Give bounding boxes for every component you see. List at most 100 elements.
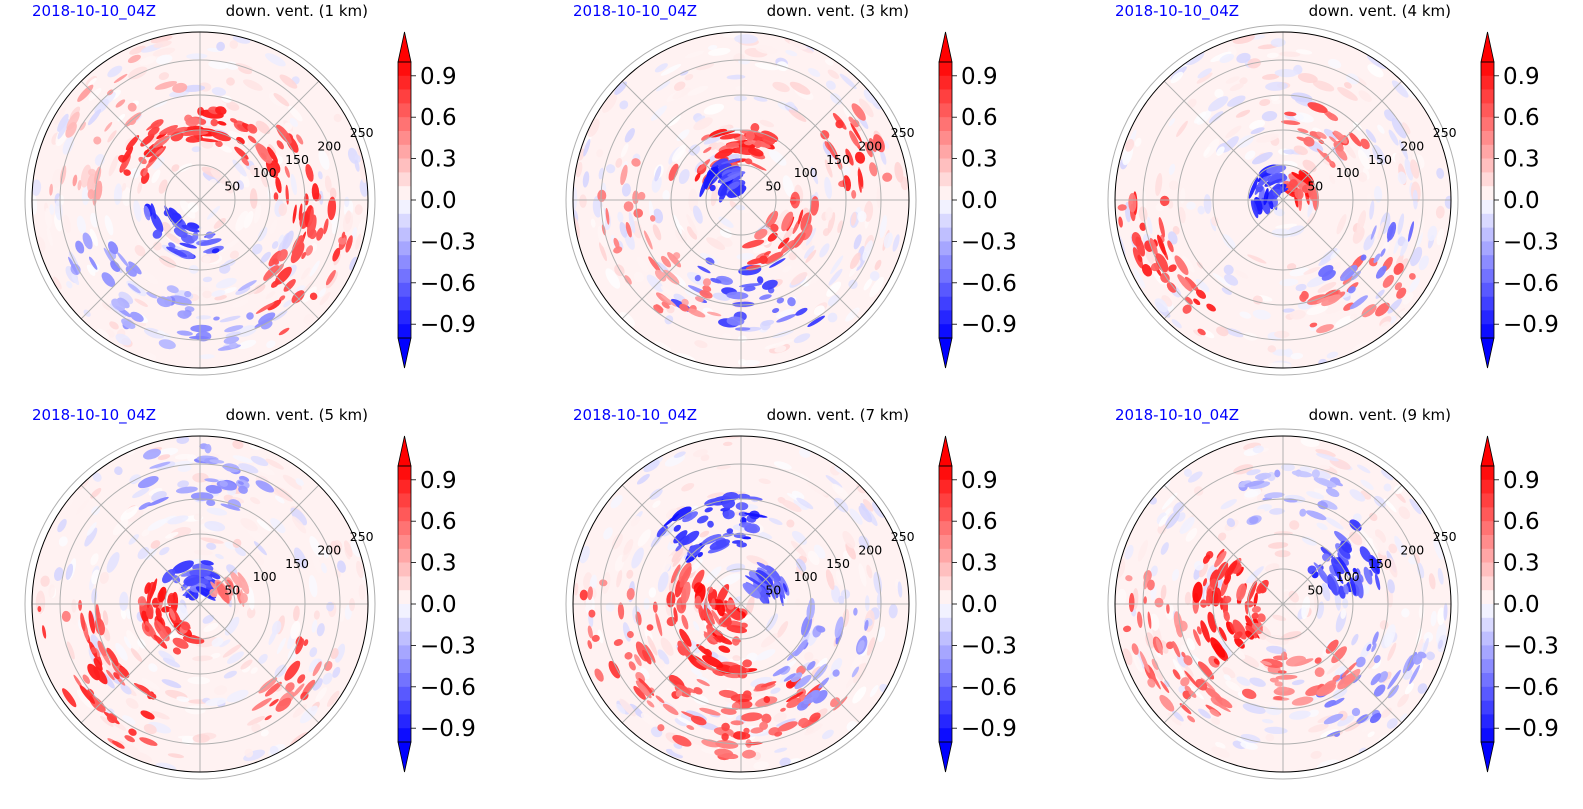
- colorbar-level: [1481, 728, 1494, 743]
- colorbar-tick-label: 0.9: [420, 468, 457, 494]
- radial-tick-label: 200: [1400, 138, 1424, 153]
- colorbar: 0.9 0.6 0.3 0.0 −0.3 −0.6 −0.9: [938, 31, 1017, 369]
- grid-spoke: [740, 80, 861, 201]
- colorbar-level: [1481, 562, 1494, 577]
- colorbar-level: [939, 186, 952, 201]
- colorbar-level: [1481, 714, 1494, 729]
- colorbar-tick-label: 0.0: [961, 592, 998, 618]
- colorbar-level: [398, 700, 411, 715]
- radial-tick-label: 50: [1307, 583, 1323, 598]
- colorbar-tick-label: 0.0: [420, 592, 457, 618]
- colorbar-tick-label: 0.6: [1503, 509, 1540, 535]
- colorbar-level: [1481, 659, 1494, 674]
- colorbar: 0.9 0.6 0.3 0.0 −0.3 −0.6 −0.9: [938, 435, 1017, 773]
- colorbar-tick-label: −0.3: [961, 633, 1017, 659]
- grid-ring: [565, 428, 917, 780]
- colorbar-level: [939, 659, 952, 674]
- colorbar-tick-label: −0.9: [1503, 716, 1559, 742]
- colorbar-tick-label: 0.9: [961, 64, 998, 90]
- radial-tick-label: 100: [794, 165, 818, 180]
- colorbar-level: [398, 548, 411, 563]
- colorbar: 0.9 0.6 0.3 0.0 −0.3 −0.6 −0.9: [1480, 435, 1559, 773]
- colorbar-level: [398, 75, 411, 90]
- panel-4: 50 100 150 200 250 2018-10-10_04Z down. vent. …: [24, 406, 476, 780]
- colorbar-extend-min: [938, 741, 953, 773]
- panel-title: down. vent. (9 km): [1309, 406, 1451, 424]
- colorbar-level: [1481, 310, 1494, 325]
- colorbar-level: [939, 466, 952, 481]
- colorbar-level: [398, 241, 411, 256]
- colorbar-level: [398, 89, 411, 104]
- panel-5: 50 100 150 200 250 2018-10-10_04Z down. vent. …: [565, 406, 1017, 780]
- colorbar-level: [939, 645, 952, 660]
- colorbar-level: [398, 227, 411, 242]
- radial-tick-label: 150: [826, 556, 850, 571]
- colorbar: 0.9 0.6 0.3 0.0 −0.3 −0.6 −0.9: [1480, 31, 1559, 369]
- radial-tick-label: 100: [253, 569, 277, 584]
- polar-field: [573, 436, 903, 770]
- colorbar-level: [1481, 645, 1494, 660]
- colorbar-tick-label: −0.3: [1503, 633, 1559, 659]
- grid-spoke: [1163, 484, 1284, 605]
- colorbar-level: [398, 728, 411, 743]
- colorbar-extend-min: [1480, 337, 1495, 369]
- colorbar-level: [398, 200, 411, 215]
- panel-1: 50 100 150 200 250 2018-10-10_04Z down. vent. …: [24, 2, 476, 376]
- colorbar-level: [1481, 269, 1494, 284]
- grid-spoke: [80, 80, 201, 201]
- colorbar-level: [939, 700, 952, 715]
- colorbar-tick-label: 0.9: [1503, 468, 1540, 494]
- colorbar-level: [939, 158, 952, 173]
- polar-border: [572, 31, 910, 369]
- colorbar-tick-label: −0.9: [961, 716, 1017, 742]
- colorbar-tick-label: 0.6: [1503, 105, 1540, 131]
- grid-spoke: [1282, 603, 1403, 724]
- colorbar-level: [939, 576, 952, 591]
- colorbar-tick-label: 0.3: [420, 147, 457, 173]
- radial-tick-label: 100: [1336, 165, 1360, 180]
- colorbar-level: [1481, 131, 1494, 146]
- panel-title: down. vent. (4 km): [1309, 2, 1451, 20]
- grid-spoke: [740, 484, 861, 605]
- date-label: 2018-10-10_04Z: [1115, 2, 1239, 21]
- grid-ring: [565, 24, 917, 376]
- colorbar-tick-label: 0.9: [420, 64, 457, 90]
- colorbar-level: [1481, 117, 1494, 132]
- colorbar-level: [939, 131, 952, 146]
- colorbar-level: [398, 186, 411, 201]
- colorbar-level: [939, 172, 952, 187]
- date-label: 2018-10-10_04Z: [1115, 406, 1239, 425]
- colorbar-level: [1481, 507, 1494, 522]
- colorbar-extend-max: [938, 435, 953, 467]
- grid-spoke: [199, 484, 320, 605]
- colorbar-level: [939, 89, 952, 104]
- colorbar-tick-label: 0.3: [1503, 147, 1540, 173]
- colorbar-tick-label: 0.6: [961, 509, 998, 535]
- colorbar-level: [1481, 493, 1494, 508]
- radial-tick-label: 200: [1400, 542, 1424, 557]
- grid-spoke: [199, 603, 320, 724]
- date-label: 2018-10-10_04Z: [573, 406, 697, 425]
- colorbar-level: [939, 200, 952, 215]
- colorbar-level: [398, 131, 411, 146]
- colorbar-extend-max: [397, 435, 412, 467]
- grid-ring: [24, 24, 376, 376]
- colorbar-level: [1481, 521, 1494, 536]
- grid-spoke: [1282, 199, 1403, 320]
- colorbar-level: [939, 507, 952, 522]
- polar-border: [31, 435, 369, 773]
- colorbar-tick-label: −0.9: [1503, 312, 1559, 338]
- grid-spoke: [1163, 199, 1284, 320]
- radial-tick-label: 150: [285, 556, 309, 571]
- colorbar-tick-label: −0.3: [420, 229, 476, 255]
- colorbar-level: [1481, 590, 1494, 605]
- colorbar-level: [398, 479, 411, 494]
- colorbar-level: [939, 227, 952, 242]
- radial-tick-label: 250: [1433, 125, 1457, 140]
- colorbar-level: [1481, 617, 1494, 632]
- panel-2: 50 100 150 200 250 2018-10-10_04Z down. vent. …: [565, 2, 1017, 376]
- colorbar-tick-label: 0.9: [961, 468, 998, 494]
- colorbar-level: [398, 213, 411, 228]
- colorbar-level: [1481, 282, 1494, 297]
